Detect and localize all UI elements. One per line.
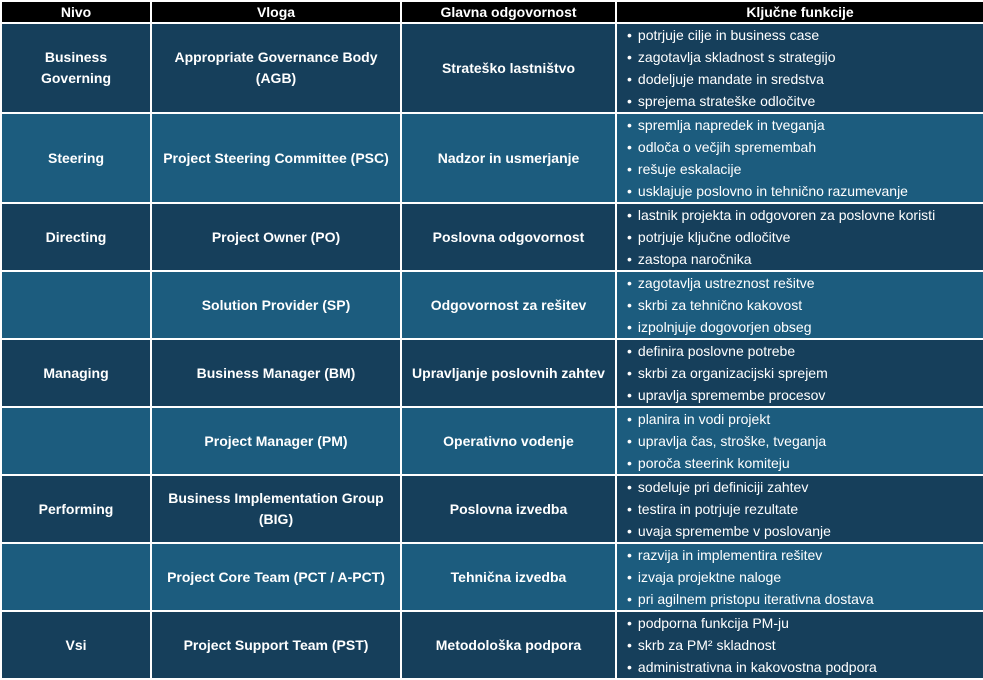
functions-cell: lastnik projekta in odgovoren za poslovn… [615,202,983,272]
column-header: Glavna odgovornost [400,0,617,24]
responsibility-cell: Strateško lastništvo [400,22,617,114]
table-row: Project Core Team (PCT / A-PCT) Tehnična … [0,542,983,612]
function-item: zagotavlja skladnost s strategijo [627,46,983,68]
function-item: razvija in implementira rešitev [627,544,983,566]
functions-cell: zagotavlja ustreznost rešitveskrbi za te… [615,270,983,340]
functions-cell: potrjuje cilje in business casezagotavlj… [615,22,983,114]
table-row: Business Governing Appropriate Governance… [0,22,983,114]
role-cell: Project Core Team (PCT / A-PCT) [150,542,402,612]
function-item: pri agilnem pristopu iterativna dostava [627,588,983,610]
role-cell: Solution Provider (SP) [150,270,402,340]
table-row: Directing Project Owner (PO) Poslovna odgo… [0,202,983,272]
function-item: potrjuje ključne odločitve [627,226,983,248]
function-item: skrb za PM² skladnost [627,634,983,656]
function-item: definira poslovne potrebe [627,340,983,362]
functions-list: podporna funkcija PM-juskrb za PM² sklad… [617,612,983,678]
functions-cell: planira in vodi projektupravlja čas, str… [615,406,983,476]
responsibility-cell: Poslovna izvedba [400,474,617,544]
responsibility-cell: Poslovna odgovornost [400,202,617,272]
function-item: skrbi za organizacijski sprejem [627,362,983,384]
table-body: Business Governing Appropriate Governance… [0,22,983,680]
functions-list: definira poslovne potrebeskrbi za organi… [617,340,983,406]
responsibility-cell: Operativno vodenje [400,406,617,476]
level-cell [0,542,152,612]
role-cell: Project Steering Committee (PSC) [150,112,402,204]
function-item: sodeluje pri definiciji zahtev [627,476,983,498]
role-cell: Project Owner (PO) [150,202,402,272]
function-item: upravlja spremembe procesov [627,384,983,406]
level-cell [0,406,152,476]
function-item: administrativna in kakovostna podpora [627,656,983,678]
column-header: Ključne funkcije [615,0,983,24]
function-item: rešuje eskalacije [627,158,983,180]
function-item: izpolnjuje dogovorjen obseg [627,316,983,338]
function-item: uvaja spremembe v poslovanje [627,520,983,542]
function-item: zastopa naročnika [627,248,983,270]
functions-list: zagotavlja ustreznost rešitveskrbi za te… [617,272,983,338]
function-item: dodeljuje mandate in sredstva [627,68,983,90]
header-row: Nivo Vloga Glavna odgovornost Ključne funkc… [0,0,983,24]
functions-cell: razvija in implementira rešitevizvaja pr… [615,542,983,612]
function-item: upravlja čas, stroške, tveganja [627,430,983,452]
responsibility-cell: Tehnična izvedba [400,542,617,612]
functions-list: spremlja napredek in tveganjaodloča o ve… [617,114,983,202]
column-header: Nivo [0,0,152,24]
function-item: skrbi za tehnično kakovost [627,294,983,316]
level-cell: Managing [0,338,152,408]
function-item: spremlja napredek in tveganja [627,114,983,136]
level-cell: Directing [0,202,152,272]
functions-list: razvija in implementira rešitevizvaja pr… [617,544,983,610]
functions-list: lastnik projekta in odgovoren za poslovn… [617,204,983,270]
table-row: Steering Project Steering Committee (PSC)… [0,112,983,204]
responsibility-cell: Nadzor in usmerjanje [400,112,617,204]
function-item: izvaja projektne naloge [627,566,983,588]
functions-list: sodeluje pri definiciji zahtevtestira in… [617,476,983,542]
role-cell: Appropriate Governance Body (AGB) [150,22,402,114]
table-row: Performing Business Implementation Group … [0,474,983,544]
responsibility-cell: Upravljanje poslovnih zahtev [400,338,617,408]
function-item: testira in potrjuje rezultate [627,498,983,520]
responsibility-cell: Metodološka podpora [400,610,617,680]
function-item: podporna funkcija PM-ju [627,612,983,634]
table-row: Solution Provider (SP) Odgovornost za reš… [0,270,983,340]
functions-cell: definira poslovne potrebeskrbi za organi… [615,338,983,408]
functions-list: planira in vodi projektupravlja čas, str… [617,408,983,474]
function-item: sprejema strateške odločitve [627,90,983,112]
role-cell: Business Implementation Group (BIG) [150,474,402,544]
function-item: potrjuje cilje in business case [627,24,983,46]
functions-cell: podporna funkcija PM-juskrb za PM² sklad… [615,610,983,680]
level-cell: Vsi [0,610,152,680]
table-row: Vsi Project Support Team (PST) Metodološka… [0,610,983,680]
function-item: lastnik projekta in odgovoren za poslovn… [627,204,983,226]
role-cell: Business Manager (BM) [150,338,402,408]
table-row: Project Manager (PM)Operativno vodenjepl… [0,406,983,476]
function-item: planira in vodi projekt [627,408,983,430]
function-item: zagotavlja ustreznost rešitve [627,272,983,294]
responsibility-cell: Odgovornost za rešitev [400,270,617,340]
function-item: usklajuje poslovno in tehnično razumevan… [627,180,983,202]
function-item: poroča steerink komiteju [627,452,983,474]
table-row: Managing Business Manager (BM) Upravljanje… [0,338,983,408]
level-cell [0,270,152,340]
level-cell: Performing [0,474,152,544]
function-item: odloča o večjih spremembah [627,136,983,158]
functions-cell: sodeluje pri definiciji zahtevtestira in… [615,474,983,544]
column-header: Vloga [150,0,402,24]
role-cell: Project Support Team (PST) [150,610,402,680]
functions-list: potrjuje cilje in business casezagotavlj… [617,24,983,112]
level-cell: Steering [0,112,152,204]
functions-cell: spremlja napredek in tveganjaodloča o ve… [615,112,983,204]
role-cell: Project Manager (PM) [150,406,402,476]
level-cell: Business Governing [0,22,152,114]
